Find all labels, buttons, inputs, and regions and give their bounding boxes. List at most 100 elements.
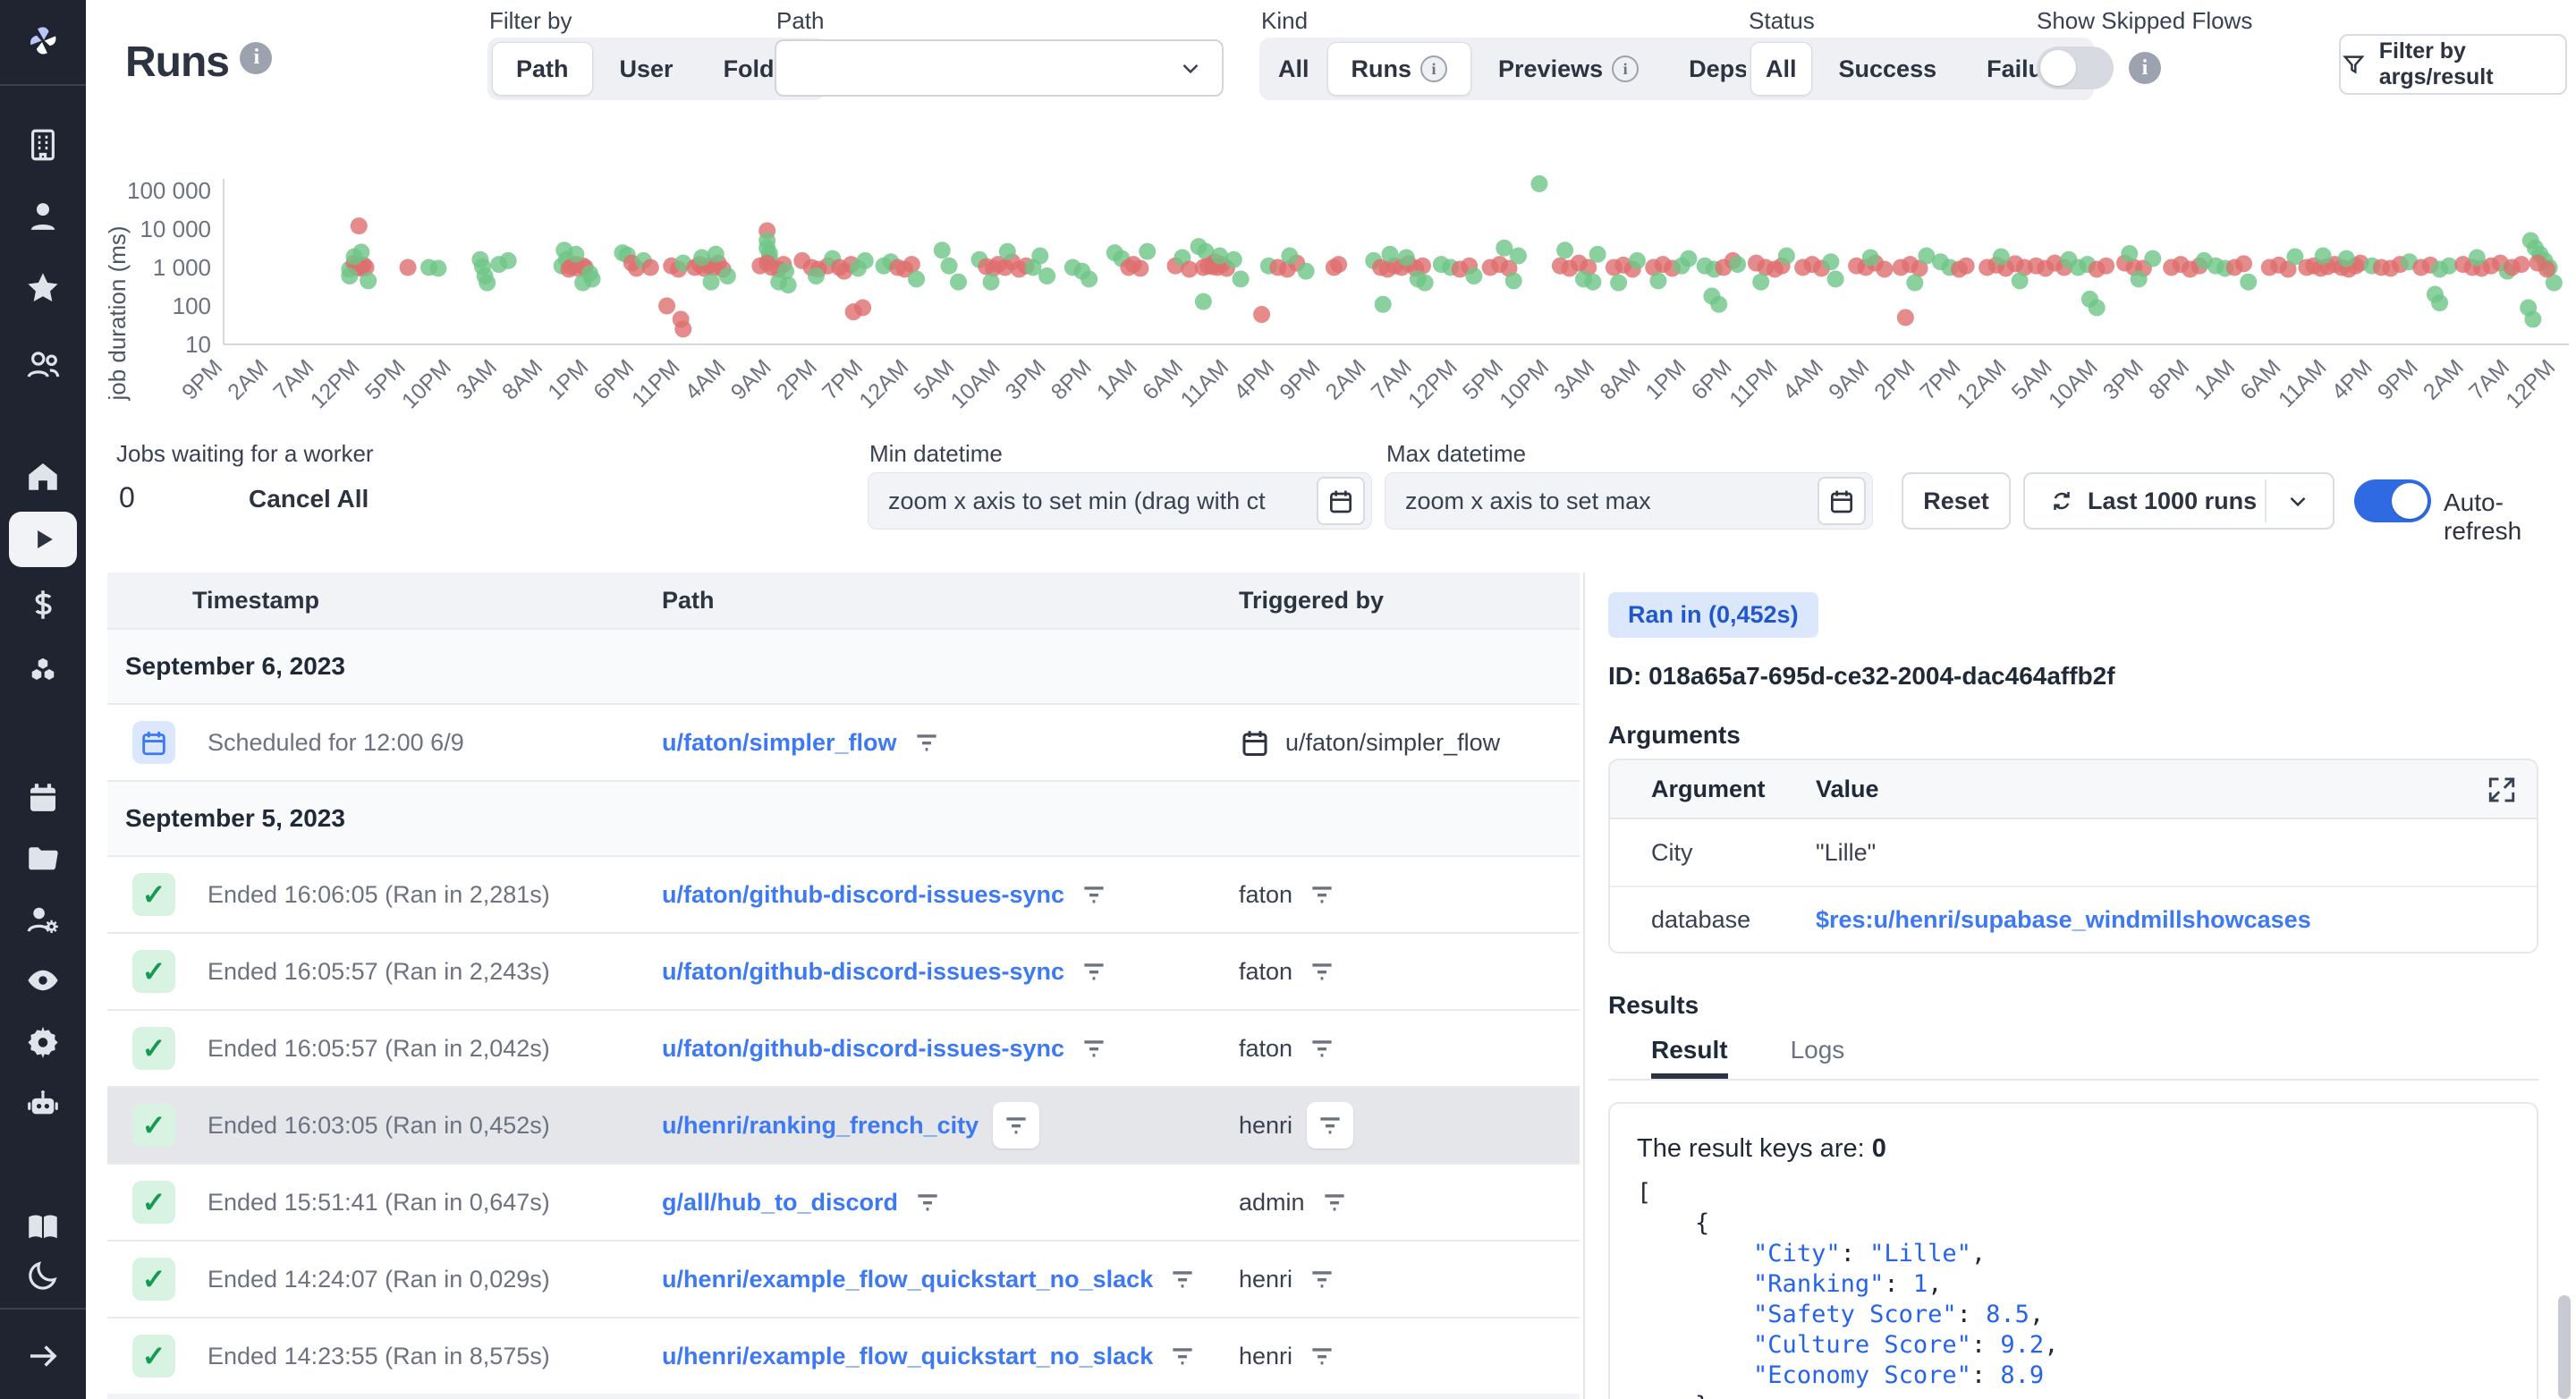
kind-all[interactable]: All — [1278, 55, 1309, 82]
show-skipped-toggle[interactable] — [2037, 47, 2114, 89]
filter-icon[interactable] — [1307, 956, 1337, 987]
filter-icon[interactable] — [1167, 1264, 1198, 1294]
expand-arguments-icon[interactable] — [2487, 775, 2517, 805]
tab-logs[interactable]: Logs — [1790, 1036, 1845, 1064]
panel-splitter[interactable] — [1583, 572, 1585, 1399]
chevron-down-icon[interactable] — [2284, 488, 2311, 514]
filter-icon[interactable] — [993, 1102, 1040, 1149]
success-check-icon: ✓ — [132, 1027, 175, 1070]
filter-icon[interactable] — [1167, 1341, 1198, 1371]
argument-row-database: database $res:u/henri/supabase_windmills… — [1610, 886, 2537, 952]
filter-icon[interactable] — [1079, 956, 1109, 987]
kind-runs[interactable]: Runs i — [1326, 42, 1472, 96]
col-timestamp: Timestamp — [192, 586, 320, 614]
svg-text:12PM: 12PM — [1403, 354, 1462, 413]
schedules-calendar-icon[interactable] — [0, 773, 86, 823]
resources-boxes-icon[interactable] — [0, 646, 86, 696]
runs-info-icon[interactable]: i — [240, 41, 273, 74]
kind-previews[interactable]: Previews i — [1475, 42, 1662, 96]
database-resource-link[interactable]: $res:u/henri/supabase_windmillshowcases — [1816, 905, 2311, 933]
settings-gear-icon[interactable] — [0, 1016, 86, 1066]
tab-result[interactable]: Result — [1651, 1036, 1728, 1079]
filter-by-user[interactable]: User — [619, 55, 674, 82]
filter-icon[interactable] — [1307, 1033, 1337, 1064]
home-icon[interactable] — [0, 451, 86, 501]
run-path-link[interactable]: u/faton/github-discord-issues-sync — [662, 1034, 1065, 1062]
success-check-icon: ✓ — [132, 1335, 175, 1378]
autorefresh-toggle[interactable] — [2354, 479, 2431, 522]
run-path-link[interactable]: u/henri/example_flow_quickstart_no_slack — [662, 1342, 1154, 1369]
run-path-link[interactable]: u/faton/github-discord-issues-sync — [662, 957, 1065, 985]
runs-kind-info-icon[interactable]: i — [1420, 55, 1448, 82]
user-icon[interactable] — [0, 191, 86, 242]
run-row[interactable]: ✓ Ended 16:05:57 (Ran in 2,042s) u/faton/g… — [107, 1009, 1580, 1086]
workspace-icon[interactable] — [0, 120, 86, 170]
skipped-info-icon[interactable]: i — [2129, 52, 2161, 84]
filter-icon[interactable] — [1307, 879, 1337, 910]
favorites-star-icon[interactable] — [0, 263, 86, 313]
users-group-icon[interactable] — [0, 340, 86, 390]
status-success[interactable]: Success — [1838, 55, 1937, 82]
results-heading: Results — [1608, 991, 1699, 1019]
runs-duration-chart[interactable]: job duration (ms) 100 000 10 000 1 000 100 10… — [0, 89, 2576, 465]
svg-text:9AM: 9AM — [726, 354, 776, 404]
filter-icon[interactable] — [1307, 1264, 1337, 1294]
run-row[interactable]: ✓ Ended 16:03:05 (Ran in 0,452s) u/henri/r… — [107, 1086, 1580, 1163]
svg-text:12AM: 12AM — [1953, 354, 2012, 413]
expand-sidebar-arrow-icon[interactable] — [0, 1331, 86, 1381]
reset-button[interactable]: Reset — [1902, 472, 2011, 530]
run-path-link[interactable]: u/faton/simpler_flow — [662, 728, 897, 756]
run-path-link[interactable]: u/henri/example_flow_quickstart_no_slack — [662, 1265, 1154, 1293]
panel-scrollbar[interactable] — [2558, 1295, 2571, 1399]
run-row[interactable]: ✓ Ended 16:05:57 (Ran in 2,243s) u/faton/g… — [107, 932, 1580, 1009]
folders-icon[interactable] — [0, 834, 86, 884]
max-datetime-calendar-icon[interactable] — [1818, 477, 1866, 525]
filter-icon[interactable] — [1319, 1187, 1350, 1217]
svg-text:10PM: 10PM — [1495, 354, 1554, 413]
filter-icon[interactable] — [1307, 1102, 1354, 1149]
funnel-icon — [2343, 55, 2365, 74]
docs-book-icon[interactable] — [0, 1202, 86, 1252]
svg-text:10AM: 10AM — [2044, 354, 2103, 413]
workers-robot-icon[interactable] — [0, 1079, 86, 1129]
filter-icon[interactable] — [1079, 879, 1109, 910]
filter-icon[interactable] — [912, 1187, 943, 1217]
runs-nav-active[interactable] — [9, 512, 77, 567]
variables-dollar-icon[interactable] — [0, 580, 86, 630]
windmill-logo-icon[interactable] — [0, 16, 86, 66]
run-row[interactable]: ✓ Ended 16:06:05 (Ran in 2,281s) u/faton/g… — [107, 855, 1580, 932]
filter-by-path[interactable]: Path — [492, 42, 593, 96]
svg-text:10AM: 10AM — [946, 354, 1005, 413]
path-label: Path — [776, 7, 825, 34]
filter-icon[interactable] — [1307, 1341, 1337, 1371]
dark-mode-moon-icon[interactable] — [0, 1251, 86, 1301]
filter-icon[interactable] — [911, 727, 942, 758]
svg-text:12PM: 12PM — [306, 354, 365, 413]
min-datetime-calendar-icon[interactable] — [1317, 477, 1365, 525]
previews-info-icon[interactable]: i — [1612, 55, 1640, 82]
min-datetime-label: Min datetime — [869, 440, 1003, 467]
path-select[interactable] — [775, 39, 1224, 97]
audit-eye-icon[interactable] — [0, 955, 86, 1005]
run-row[interactable]: ✓ Ended 15:51:41 (Ran in 0,647s) g/all/hub… — [107, 1163, 1580, 1240]
run-row[interactable]: ✓ Ended 14:24:07 (Ran in 0,029s) u/henri/e… — [107, 1240, 1580, 1317]
run-path-link[interactable]: u/faton/github-discord-issues-sync — [662, 880, 1065, 908]
run-path-link[interactable]: u/henri/ranking_french_city — [662, 1111, 979, 1139]
success-check-icon: ✓ — [132, 1258, 175, 1301]
groups-settings-icon[interactable] — [0, 895, 86, 945]
svg-text:11AM: 11AM — [1176, 354, 1234, 412]
filter-args-button[interactable]: Filter by args/result — [2339, 34, 2567, 95]
last-runs-button[interactable]: Last 1000 runs — [2023, 472, 2334, 530]
arguments-table: Argument Value City "Lille" database $re… — [1608, 759, 2538, 954]
svg-text:4PM: 4PM — [1229, 354, 1279, 404]
result-json: [ { "City": "Lille", "Ranking": 1, "Safe… — [1637, 1179, 2059, 1399]
run-row[interactable]: ✓ Ended 14:23:55 (Ran in 8,575s) u/henri/e… — [107, 1317, 1580, 1394]
filter-icon[interactable] — [1079, 1033, 1109, 1064]
arguments-heading: Arguments — [1608, 721, 1741, 749]
run-path-link[interactable]: g/all/hub_to_discord — [662, 1188, 899, 1216]
min-datetime-input[interactable]: zoom x axis to set min (drag with ct — [868, 472, 1372, 530]
max-datetime-input[interactable]: zoom x axis to set max — [1385, 472, 1873, 530]
scheduled-run-row[interactable]: Scheduled for 12:00 6/9 u/faton/simpler_f… — [107, 703, 1580, 780]
status-all[interactable]: All — [1750, 42, 1812, 96]
cancel-all-button[interactable]: Cancel All — [249, 485, 369, 513]
